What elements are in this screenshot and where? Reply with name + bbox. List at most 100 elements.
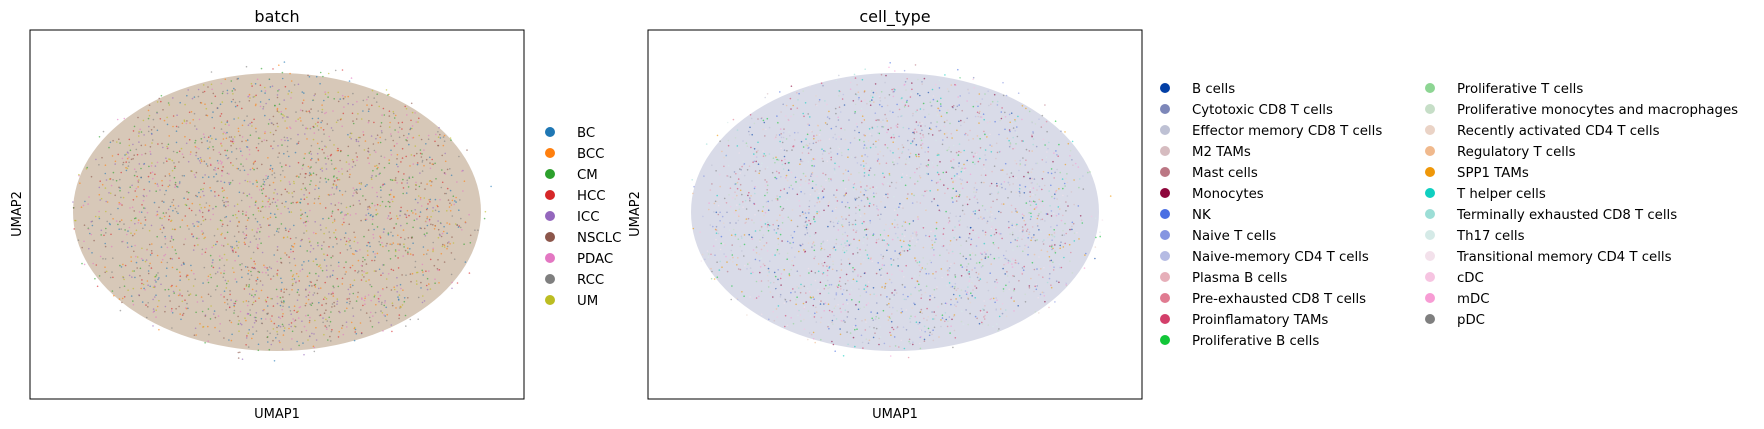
- scatter-point: [879, 326, 881, 328]
- scatter-point: [876, 302, 878, 304]
- scatter-point: [374, 256, 377, 258]
- scatter-point: [903, 240, 905, 243]
- scatter-point: [214, 195, 216, 197]
- scatter-point: [989, 133, 991, 136]
- scatter-point: [155, 214, 158, 217]
- scatter-point: [307, 339, 309, 341]
- scatter-point: [855, 304, 857, 306]
- scatter-point: [777, 278, 779, 281]
- scatter-point: [385, 205, 387, 208]
- scatter-point: [961, 310, 963, 313]
- scatter-point: [230, 136, 233, 138]
- scatter-point: [862, 347, 864, 349]
- scatter-point: [231, 140, 234, 143]
- scatter-point: [177, 212, 179, 215]
- scatter-point: [437, 236, 440, 239]
- scatter-point: [307, 294, 310, 297]
- scatter-point: [777, 227, 779, 230]
- scatter-point: [425, 284, 428, 287]
- scatter-point: [255, 130, 257, 133]
- scatter-point: [276, 273, 278, 275]
- scatter-point: [355, 118, 358, 120]
- scatter-point: [319, 71, 322, 74]
- scatter-point: [374, 151, 377, 153]
- scatter-point: [91, 252, 93, 254]
- scatter-point: [907, 220, 909, 223]
- scatter-point: [837, 286, 839, 289]
- scatter-point: [983, 217, 985, 219]
- scatter-point: [333, 218, 336, 221]
- scatter-point: [827, 205, 830, 207]
- scatter-point: [135, 229, 138, 232]
- scatter-point: [280, 257, 282, 260]
- scatter-point: [981, 205, 984, 207]
- scatter-point: [419, 149, 422, 151]
- scatter-point: [277, 231, 280, 233]
- scatter-point: [852, 223, 854, 226]
- scatter-point: [926, 307, 928, 310]
- scatter-point: [811, 243, 814, 245]
- scatter-point: [230, 162, 232, 164]
- scatter-point: [305, 189, 308, 191]
- scatter-point: [226, 89, 229, 92]
- scatter-point: [392, 112, 395, 115]
- scatter-point: [944, 320, 946, 323]
- scatter-point: [883, 264, 885, 267]
- scatter-point: [958, 120, 960, 123]
- scatter-point: [303, 325, 306, 328]
- scatter-point: [915, 321, 918, 324]
- scatter-point: [338, 170, 340, 173]
- scatter-point: [200, 160, 203, 162]
- scatter-point: [762, 155, 765, 157]
- scatter-point: [326, 328, 328, 330]
- scatter-point: [290, 138, 292, 140]
- scatter-point: [1036, 239, 1038, 241]
- scatter-point: [834, 162, 836, 165]
- scatter-point: [133, 174, 136, 177]
- scatter-point: [952, 144, 955, 147]
- scatter-point: [846, 302, 849, 305]
- scatter-point: [973, 86, 975, 89]
- scatter-point: [151, 162, 153, 164]
- scatter-point: [255, 230, 258, 233]
- scatter-point: [764, 211, 767, 214]
- scatter-point: [144, 207, 146, 210]
- scatter-point: [853, 268, 856, 271]
- scatter-point: [912, 114, 914, 117]
- scatter-point: [821, 273, 824, 275]
- scatter-point: [416, 283, 418, 285]
- scatter-point: [804, 175, 807, 177]
- scatter-point: [777, 305, 780, 307]
- scatter-point: [921, 81, 923, 83]
- scatter-point: [847, 258, 850, 260]
- scatter-point: [235, 299, 238, 302]
- scatter-point: [943, 121, 946, 124]
- scatter-point: [967, 297, 969, 299]
- scatter-point: [808, 182, 810, 185]
- scatter-point: [281, 323, 284, 326]
- legend-entry: RCC: [545, 273, 604, 288]
- scatter-point: [243, 119, 246, 122]
- scatter-point: [412, 242, 414, 244]
- scatter-point: [228, 181, 230, 184]
- scatter-point: [404, 238, 406, 240]
- scatter-point: [842, 93, 845, 96]
- scatter-point: [290, 322, 293, 324]
- scatter-point: [375, 213, 378, 216]
- scatter-point: [1008, 184, 1011, 186]
- scatter-point: [204, 315, 207, 317]
- scatter-point: [951, 158, 954, 160]
- scatter-point: [157, 143, 159, 145]
- scatter-point: [442, 243, 444, 246]
- scatter-point: [209, 141, 211, 143]
- scatter-point: [324, 91, 326, 93]
- scatter-point: [194, 327, 197, 330]
- scatter-point: [332, 269, 335, 272]
- scatter-point: [308, 76, 311, 78]
- point-cloud-batch: [72, 61, 492, 362]
- scatter-point: [373, 97, 376, 99]
- scatter-point: [278, 64, 280, 66]
- scatter-point: [369, 283, 371, 286]
- scatter-point: [328, 316, 331, 319]
- scatter-point: [172, 115, 175, 117]
